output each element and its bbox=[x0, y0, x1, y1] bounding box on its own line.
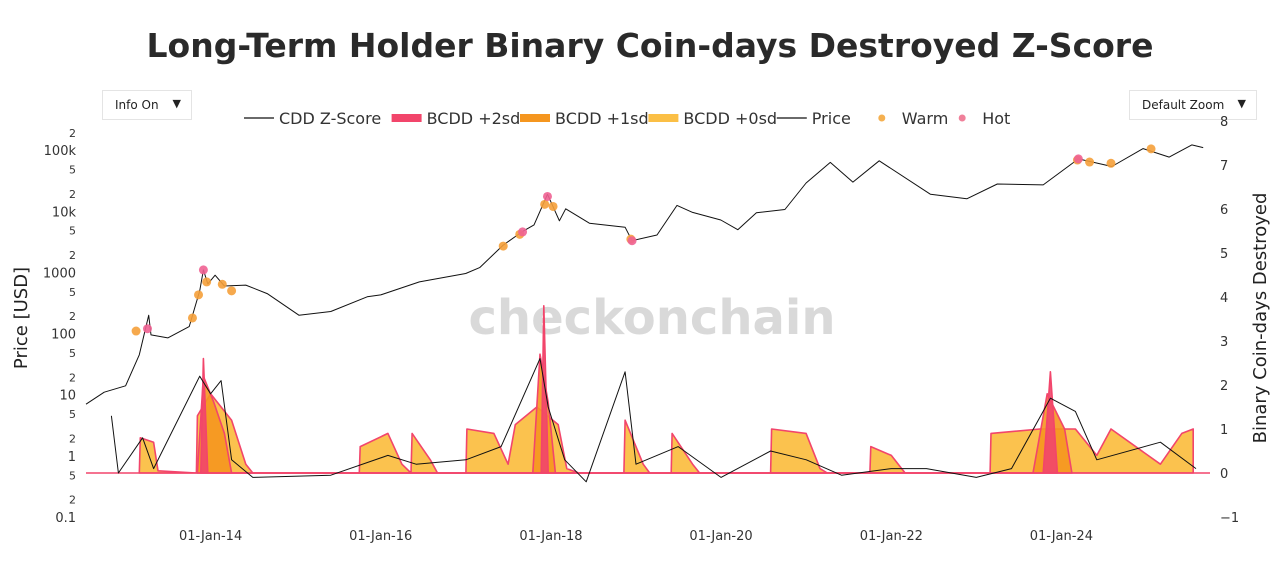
series-bcdd-2sd bbox=[200, 305, 1059, 474]
left-tick-label: 5 bbox=[69, 286, 76, 299]
warm-marker bbox=[131, 326, 141, 336]
left-tick-label: 2 bbox=[69, 432, 76, 445]
hot-marker bbox=[142, 324, 152, 334]
left-tick-label: 2 bbox=[69, 494, 76, 507]
hot-marker bbox=[1073, 154, 1083, 164]
left-tick-label: 2 bbox=[69, 188, 76, 201]
right-tick-label: 6 bbox=[1220, 203, 1228, 218]
left-tick-label: 2 bbox=[69, 371, 76, 384]
left-tick-label: 5 bbox=[69, 469, 76, 482]
left-tick-label: 5 bbox=[69, 225, 76, 238]
x-tick-label: 01-Jan-14 bbox=[179, 529, 242, 544]
left-tick-label: 1000 bbox=[43, 266, 76, 281]
x-axis: 01-Jan-14 01-Jan-16 01-Jan-18 01-Jan-20 01-J… bbox=[179, 529, 1093, 544]
warm-marker bbox=[227, 286, 237, 296]
info-toggle-label: Info On bbox=[115, 98, 159, 112]
price-series bbox=[85, 144, 1204, 405]
right-tick-label: 3 bbox=[1220, 335, 1228, 350]
legend-label: BCDD +2sd bbox=[427, 109, 521, 128]
warm-marker bbox=[548, 201, 558, 211]
left-axis-title: Price [USD] bbox=[11, 267, 32, 369]
warm-marker bbox=[1085, 157, 1095, 167]
legend-swatch-dot bbox=[878, 114, 886, 122]
left-tick-label: 100k bbox=[44, 144, 77, 159]
warm-marker bbox=[498, 241, 508, 251]
legend-item-hot[interactable]: Hot bbox=[958, 109, 1011, 128]
legend-item-bcdd-2sd[interactable]: BCDD +2sd bbox=[391, 109, 521, 128]
cdd-zscore-series bbox=[110, 358, 1197, 483]
right-axis: −1 0 1 2 3 4 5 6 7 8 bbox=[1220, 115, 1239, 526]
legend-label: Warm bbox=[902, 109, 948, 128]
zoom-dropdown[interactable]: Default Zoom ▼ bbox=[1129, 90, 1257, 120]
chevron-down-icon: ▼ bbox=[172, 97, 181, 110]
right-tick-label: 5 bbox=[1220, 247, 1228, 262]
legend-swatch-band bbox=[520, 114, 550, 122]
right-tick-label: 4 bbox=[1220, 291, 1228, 306]
hot-marker bbox=[627, 236, 637, 246]
right-tick-label: 2 bbox=[1220, 379, 1228, 394]
info-toggle-dropdown[interactable]: Info On ▼ bbox=[102, 90, 192, 120]
warm-marker bbox=[217, 279, 227, 289]
left-axis: 0.1 2 5 1 2 5 10 2 5 100 2 5 1000 2 5 10k 2 5 100k 2 bbox=[43, 127, 77, 526]
legend-item-warm[interactable]: Warm bbox=[878, 109, 948, 128]
left-tick-label: 5 bbox=[69, 347, 76, 360]
legend-label: CDD Z-Score bbox=[279, 109, 381, 128]
left-tick-label: 2 bbox=[69, 127, 76, 140]
hot-marker bbox=[198, 265, 208, 275]
legend-label: Price bbox=[812, 109, 851, 128]
warm-marker bbox=[202, 277, 212, 287]
warm-marker bbox=[1146, 144, 1156, 154]
left-tick-label: 2 bbox=[69, 249, 76, 262]
legend-label: BCDD +1sd bbox=[555, 109, 649, 128]
legend-swatch-band bbox=[391, 114, 422, 122]
chevron-down-icon: ▼ bbox=[1237, 97, 1246, 110]
left-tick-label: 10k bbox=[52, 205, 77, 220]
left-tick-label: 0.1 bbox=[55, 511, 76, 526]
left-tick-label: 2 bbox=[69, 310, 76, 323]
legend-swatch-dot bbox=[958, 114, 966, 122]
zoom-label: Default Zoom bbox=[1142, 98, 1225, 112]
warm-marker bbox=[194, 290, 204, 300]
legend-item-bcdd-1sd[interactable]: BCDD +1sd bbox=[520, 109, 649, 128]
watermark-text: checkonchain bbox=[468, 290, 835, 346]
right-tick-label: 8 bbox=[1220, 115, 1228, 130]
price-line bbox=[85, 144, 1204, 405]
hot-marker bbox=[542, 191, 552, 201]
x-tick-label: 01-Jan-20 bbox=[689, 529, 752, 544]
x-tick-label: 01-Jan-24 bbox=[1030, 529, 1093, 544]
right-tick-label: 7 bbox=[1220, 159, 1228, 174]
legend-label: Hot bbox=[982, 109, 1010, 128]
legend[interactable]: CDD Z-Score BCDD +2sd BCDD +1sd BCDD +0sd Pr… bbox=[244, 109, 1010, 128]
left-tick-label: 5 bbox=[69, 408, 76, 421]
cdd-zscore-line bbox=[110, 358, 1197, 483]
left-tick-label: 1 bbox=[68, 450, 76, 465]
x-tick-label: 01-Jan-16 bbox=[349, 529, 412, 544]
page-title: Long-Term Holder Binary Coin-days Destro… bbox=[146, 26, 1154, 65]
left-tick-label: 10 bbox=[59, 389, 76, 404]
x-tick-label: 01-Jan-22 bbox=[860, 529, 923, 544]
signal-markers bbox=[131, 144, 1156, 336]
right-tick-label: 1 bbox=[1220, 423, 1228, 438]
x-tick-label: 01-Jan-18 bbox=[519, 529, 582, 544]
legend-item-cdd-z-score[interactable]: CDD Z-Score bbox=[244, 109, 381, 128]
legend-swatch-band bbox=[648, 114, 679, 122]
legend-item-price[interactable]: Price bbox=[776, 109, 851, 128]
right-axis-title: Binary Coin-days Destroyed bbox=[1250, 193, 1271, 444]
left-tick-label: 5 bbox=[69, 164, 76, 177]
legend-item-bcdd-0sd[interactable]: BCDD +0sd bbox=[648, 109, 777, 128]
warm-marker bbox=[1106, 158, 1116, 168]
right-tick-label: −1 bbox=[1220, 511, 1239, 526]
right-tick-label: 0 bbox=[1220, 467, 1228, 482]
legend-label: BCDD +0sd bbox=[683, 109, 777, 128]
warm-marker bbox=[540, 199, 550, 209]
warm-marker bbox=[187, 313, 197, 323]
left-tick-label: 100 bbox=[51, 328, 76, 343]
hot-marker bbox=[518, 227, 528, 237]
